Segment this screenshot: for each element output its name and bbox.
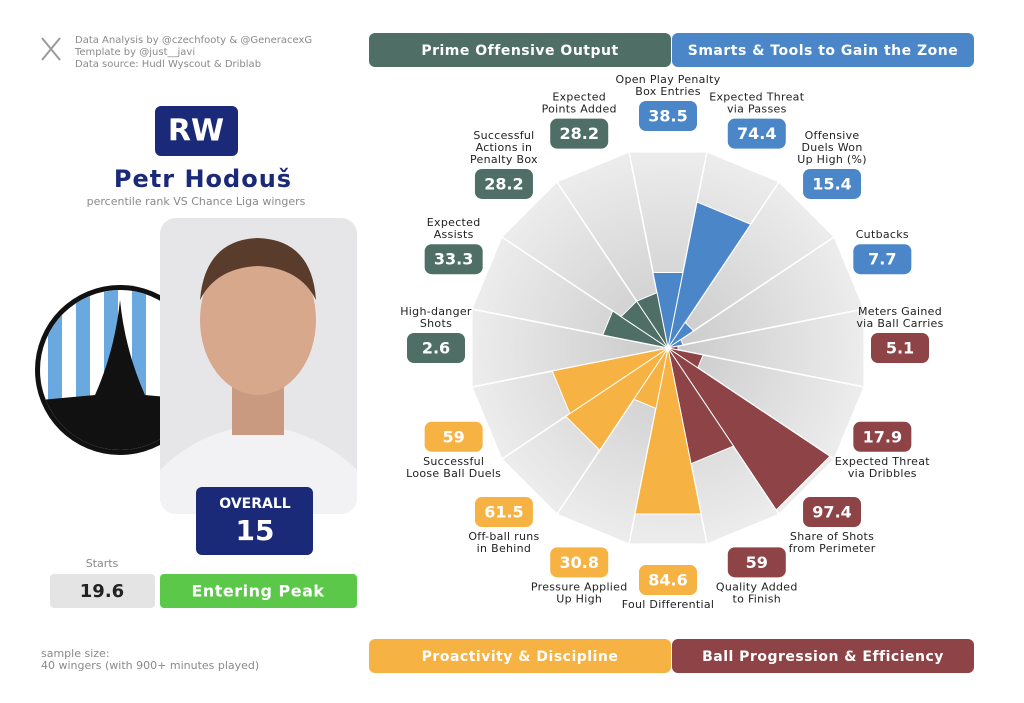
value-label: 5.1 — [886, 339, 914, 358]
starts-value: 19.6 — [80, 581, 124, 602]
category-label: via Dribbles — [848, 467, 917, 480]
value-box — [803, 168, 862, 199]
category-label: Offensive — [805, 129, 860, 142]
group-header — [369, 33, 671, 67]
category-label: Successful — [473, 129, 534, 142]
slice — [635, 291, 669, 349]
category-label: Up High (%) — [797, 153, 867, 166]
value-label: 30.8 — [559, 553, 598, 572]
background-slice — [555, 150, 669, 349]
value-box — [550, 118, 609, 149]
value-box — [550, 547, 609, 578]
credit: Template by @just__javi — [74, 47, 195, 58]
group-header-label: Ball Progression & Efficiency — [702, 649, 944, 665]
category-label: Loose Ball Duels — [406, 467, 501, 480]
group-header-label: Smarts & Tools to Gain the Zone — [688, 43, 958, 59]
value-box — [871, 333, 929, 363]
category-label: Up High — [556, 592, 602, 605]
category-label: Assists — [434, 228, 474, 241]
starts-label: Starts — [86, 557, 119, 570]
value-box — [639, 101, 697, 131]
group-header-label: Proactivity & Discipline — [422, 649, 619, 665]
status: Entering Peak — [191, 582, 324, 601]
category-label: Penalty Box — [470, 153, 538, 166]
value-label: 2.6 — [422, 339, 450, 358]
x-logo — [41, 37, 61, 61]
category-label: Successful — [423, 455, 484, 468]
value-label: 7.7 — [868, 250, 896, 269]
value-box — [803, 497, 862, 528]
player-name: Petr Hodouš — [114, 165, 292, 193]
category-label: Share of Shots — [790, 530, 874, 543]
category-label: Quality Added — [716, 580, 798, 593]
slice — [634, 347, 702, 515]
category-label: Foul Differential — [622, 598, 715, 611]
subtitle: percentile rank VS Chance Liga wingers — [87, 195, 306, 208]
value-label: 61.5 — [484, 503, 523, 522]
category-label: High-danger — [400, 305, 472, 318]
value-label: 38.5 — [648, 107, 687, 126]
category-label: Open Play Penalty — [615, 73, 720, 86]
category-label: Pressure Applied — [531, 580, 628, 593]
value-label: 15.4 — [812, 174, 851, 193]
credit: Data Analysis by @czechfooty & @Generace… — [75, 35, 312, 46]
credit: Data source: Hudl Wyscout & Driblab — [75, 59, 261, 70]
value-label: 59 — [746, 553, 768, 572]
value-label: 84.6 — [648, 571, 687, 590]
overall-value: 15 — [236, 514, 275, 547]
category-label: Actions in — [476, 141, 533, 154]
value-label: 33.3 — [434, 250, 473, 269]
category-label: Cutbacks — [856, 228, 909, 241]
value-label: 97.4 — [812, 503, 851, 522]
slice — [551, 347, 669, 415]
category-label: to Finish — [733, 592, 782, 605]
position-badge — [155, 106, 238, 156]
value-box — [639, 565, 697, 595]
slice — [667, 201, 752, 349]
category-label: Expected — [552, 91, 606, 104]
overall-box — [196, 487, 313, 555]
value-box — [474, 497, 533, 528]
category-label: in Behind — [477, 542, 532, 555]
value-label: 28.2 — [559, 124, 598, 143]
group-header — [672, 33, 974, 67]
value-box — [474, 168, 533, 199]
value-label: 74.4 — [737, 124, 776, 143]
category-label: Points Added — [542, 103, 617, 116]
category-label: Shots — [420, 317, 452, 330]
category-label: Expected Threat — [709, 91, 804, 104]
category-label: Expected — [427, 216, 481, 229]
sample-text: sample size: — [41, 647, 110, 660]
value-box — [853, 421, 912, 452]
group-header — [672, 639, 974, 673]
sample-text: 40 wingers (with 900+ minutes played) — [41, 659, 259, 672]
category-label: Box Entries — [635, 85, 701, 98]
value-box — [727, 547, 786, 578]
category-label: Duels Won — [801, 141, 862, 154]
value-box — [727, 118, 786, 149]
group-header-label: Prime Offensive Output — [421, 43, 618, 59]
value-label: 17.9 — [863, 427, 902, 446]
value-box — [853, 244, 912, 275]
category-label: via Passes — [727, 103, 787, 116]
category-label: Expected Threat — [835, 455, 930, 468]
category-label: Meters Gained — [858, 305, 942, 318]
starts-box — [50, 574, 155, 608]
value-box — [424, 244, 483, 275]
category-label: via Ball Carries — [856, 317, 943, 330]
value-label: 59 — [443, 427, 465, 446]
value-box — [407, 333, 465, 363]
pizza-chart: Smarts & Tools to Gain the Zone Ball Prog… — [369, 33, 974, 673]
status-box — [160, 574, 357, 608]
value-box — [424, 421, 483, 452]
category-label: from Perimeter — [789, 542, 876, 555]
group-header — [369, 639, 671, 673]
value-label: 28.2 — [484, 174, 523, 193]
position: RW — [168, 114, 224, 149]
player-photo — [160, 218, 357, 514]
category-label: Off-ball runs — [468, 530, 539, 543]
overall-label: OVERALL — [219, 496, 290, 512]
